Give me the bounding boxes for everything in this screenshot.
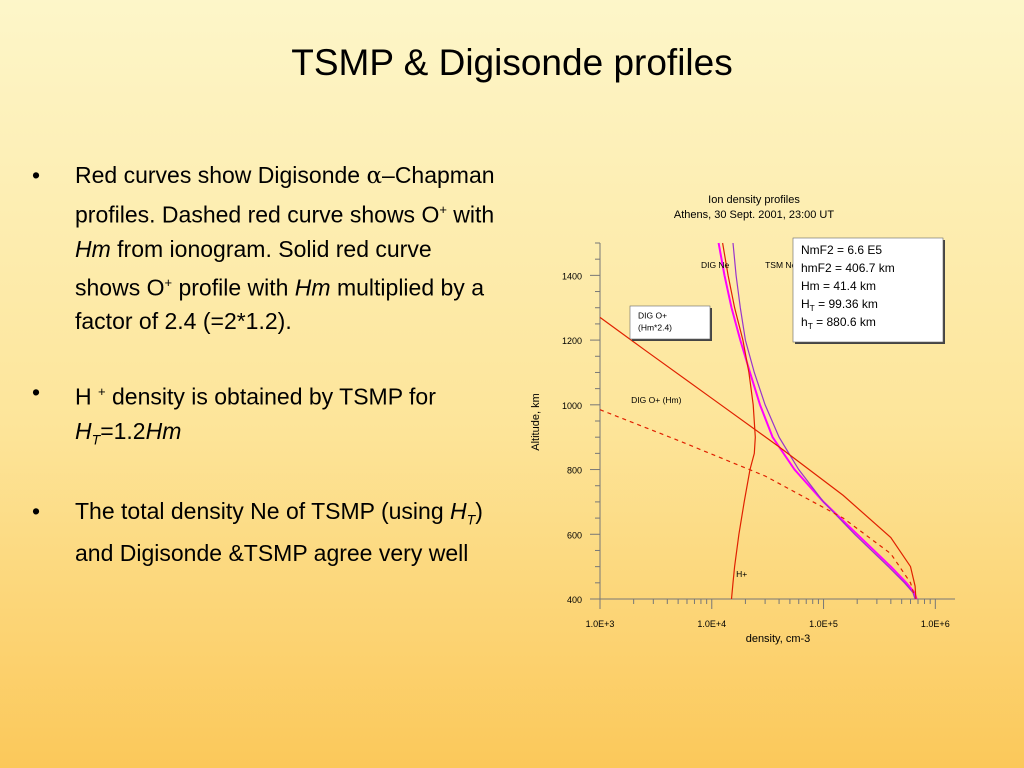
bullet-text-part: =1.2 bbox=[100, 417, 146, 444]
series-line-dig-o-hm- bbox=[599, 409, 915, 596]
slide-title: TSMP & Digisonde profiles bbox=[291, 42, 733, 83]
bullet-text-part: ) and Digisonde &TSMP agree very well bbox=[75, 497, 483, 567]
x-axis-label: density, cm-3 bbox=[746, 633, 811, 645]
chart-ticks: 400 600 800 1000 1200 1400 1.0E+3 1.0E+4 1.0E+5 1… bbox=[562, 242, 950, 629]
bullet-text-part: Hm bbox=[145, 417, 182, 444]
y-tick-label: 600 bbox=[567, 530, 582, 540]
dig-o-plus-box: DIG O+ (Hm*2.4) bbox=[629, 305, 712, 341]
bullet-dot: • bbox=[32, 497, 41, 524]
box-line: HT = 99.36 km bbox=[801, 297, 878, 313]
bullet-item: • Red curves show Digisonde α–Chapman pro… bbox=[32, 158, 502, 338]
bullet-text-part: H bbox=[75, 417, 92, 444]
bullet-text-part: T bbox=[91, 431, 101, 448]
series-line-dig-ne bbox=[717, 242, 918, 600]
chart-series bbox=[599, 242, 918, 600]
bullet-text-part: profile with bbox=[172, 274, 295, 301]
bullet-text-part: Hm bbox=[294, 274, 331, 301]
bullet-text-part: density is obtained by TSMP for bbox=[105, 383, 436, 410]
x-tick-label: 1.0E+4 bbox=[697, 619, 726, 629]
bullet-dot: • bbox=[32, 379, 41, 406]
x-tick-label: 1.0E+3 bbox=[586, 619, 615, 629]
bullet-text-part: Hm bbox=[75, 235, 111, 262]
box-line: Hm = 41.4 km bbox=[801, 279, 876, 293]
bullet-text-part: with bbox=[446, 201, 495, 228]
chart-subtitle: Athens, 30 Sept. 2001, 23:00 UT bbox=[674, 209, 835, 221]
bullet-list: • Red curves show Digisonde α–Chapman pro… bbox=[32, 158, 502, 607]
chart-boxes: DIG O+ (Hm*2.4) NmF2 = 6.6 E5 hmF2 = 406.7 … bbox=[629, 237, 945, 344]
y-tick-label: 1200 bbox=[562, 336, 582, 346]
bullet-text-part: multiplied by a factor of 2.4 (=2*1.2). bbox=[75, 274, 484, 335]
y-tick-label: 800 bbox=[567, 466, 582, 476]
box-line: hmF2 = 406.7 km bbox=[801, 261, 895, 275]
bullet-text-part: α bbox=[366, 163, 383, 189]
annotation-label: DIG O+ (Hm) bbox=[631, 395, 681, 405]
series-line-tsm-ne bbox=[732, 242, 916, 600]
x-tick-label: 1.0E+5 bbox=[809, 619, 838, 629]
y-axis-label: Altitude, km bbox=[530, 393, 542, 450]
y-tick-label: 1400 bbox=[562, 271, 582, 281]
annotation-label: DIG Ne bbox=[701, 260, 730, 270]
box-frame bbox=[629, 305, 711, 340]
bullet-text-part: from ionogram. Solid red curve shows O bbox=[75, 235, 432, 301]
bullet-text-part: H bbox=[75, 383, 98, 410]
series-line-dig-o-hm-2-4- bbox=[599, 316, 917, 600]
annotation-label: TSM Ne bbox=[765, 260, 796, 270]
chart-axes bbox=[599, 243, 955, 600]
bullet-text-part: + bbox=[164, 274, 173, 290]
box-line: DIG O+ bbox=[638, 311, 667, 321]
box-line: (Hm*2.4) bbox=[638, 323, 672, 333]
series-line-h- bbox=[722, 242, 756, 600]
chart-annotations: DIG Ne TSM Ne DIG O+ (Hm) H+ bbox=[631, 260, 796, 579]
bullet-text-part: –Chapman profiles. Dashed red curve show… bbox=[75, 162, 495, 228]
chart-title: Ion density profiles bbox=[708, 194, 800, 206]
parameters-box: NmF2 = 6.6 E5 hmF2 = 406.7 km Hm = 41.4 km… bbox=[792, 237, 945, 344]
bullet-text-part: H bbox=[450, 497, 467, 524]
y-tick-label: 1000 bbox=[562, 401, 582, 411]
bullet-item: • H + density is obtained by TSMP for HT=… bbox=[32, 375, 502, 456]
bullet-text-part: The total density Ne of TSMP (using bbox=[75, 497, 450, 524]
x-tick-label: 1.0E+6 bbox=[921, 619, 950, 629]
bullet-text-part: T bbox=[466, 511, 476, 528]
bullet-text-part: + bbox=[439, 202, 447, 217]
y-tick-label: 400 bbox=[567, 595, 582, 605]
ion-density-chart: Ion density profiles Athens, 30 Sept. 20… bbox=[530, 194, 955, 645]
bullet-text-part: Red curves show Digisonde bbox=[75, 162, 367, 188]
box-frame bbox=[792, 237, 944, 343]
annotation-label: H+ bbox=[736, 569, 747, 579]
box-line: NmF2 = 6.6 E5 bbox=[801, 243, 882, 257]
bullet-item: • The total density Ne of TSMP (using HT)… bbox=[32, 494, 502, 571]
bullet-dot: • bbox=[32, 162, 41, 188]
bullet-text-part: + bbox=[98, 384, 106, 400]
box-line: hT = 880.6 km bbox=[801, 315, 876, 331]
